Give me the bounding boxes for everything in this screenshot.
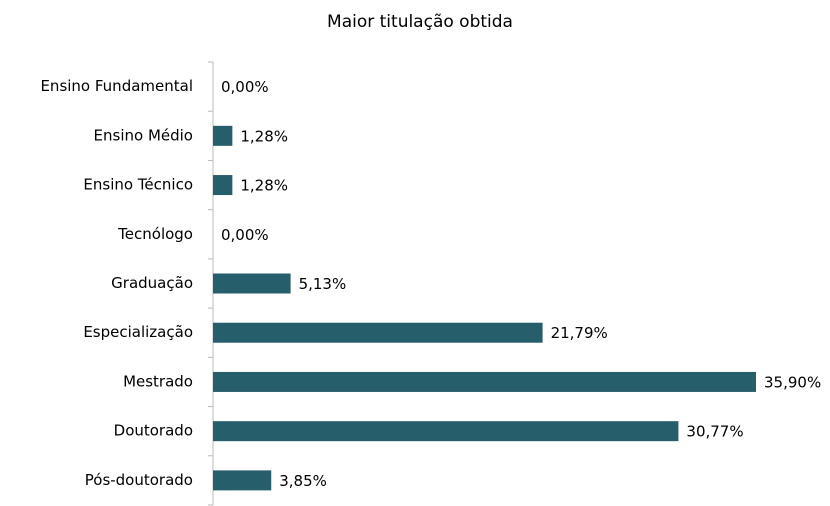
y-tick-label: Doutorado (114, 422, 193, 440)
value-label: 1,28% (240, 127, 288, 145)
y-tick-label: Ensino Fundamental (40, 77, 193, 95)
y-tick-label: Mestrado (123, 372, 193, 390)
y-tick-label: Pós-doutorado (85, 471, 193, 489)
y-tick-label: Ensino Técnico (83, 176, 193, 194)
value-label: 0,00% (221, 226, 269, 244)
value-label: 30,77% (686, 423, 743, 441)
value-label: 35,90% (764, 373, 821, 391)
value-label: 3,85% (279, 472, 327, 490)
y-tick-label: Especialização (83, 323, 193, 341)
bar (213, 273, 291, 294)
y-tick-label: Graduação (111, 274, 193, 292)
bar (213, 371, 756, 392)
bar (213, 421, 679, 442)
value-label: 21,79% (551, 324, 608, 342)
value-label: 1,28% (240, 177, 288, 195)
chart-title: Maior titulação obtida (327, 12, 513, 32)
bar (213, 125, 233, 146)
bar (213, 175, 233, 196)
value-label: 5,13% (299, 275, 347, 293)
y-tick-label: Tecnólogo (117, 225, 193, 243)
bar (213, 470, 272, 491)
value-label: 0,00% (221, 78, 269, 96)
bar (213, 322, 543, 343)
y-tick-label: Ensino Médio (94, 126, 193, 144)
